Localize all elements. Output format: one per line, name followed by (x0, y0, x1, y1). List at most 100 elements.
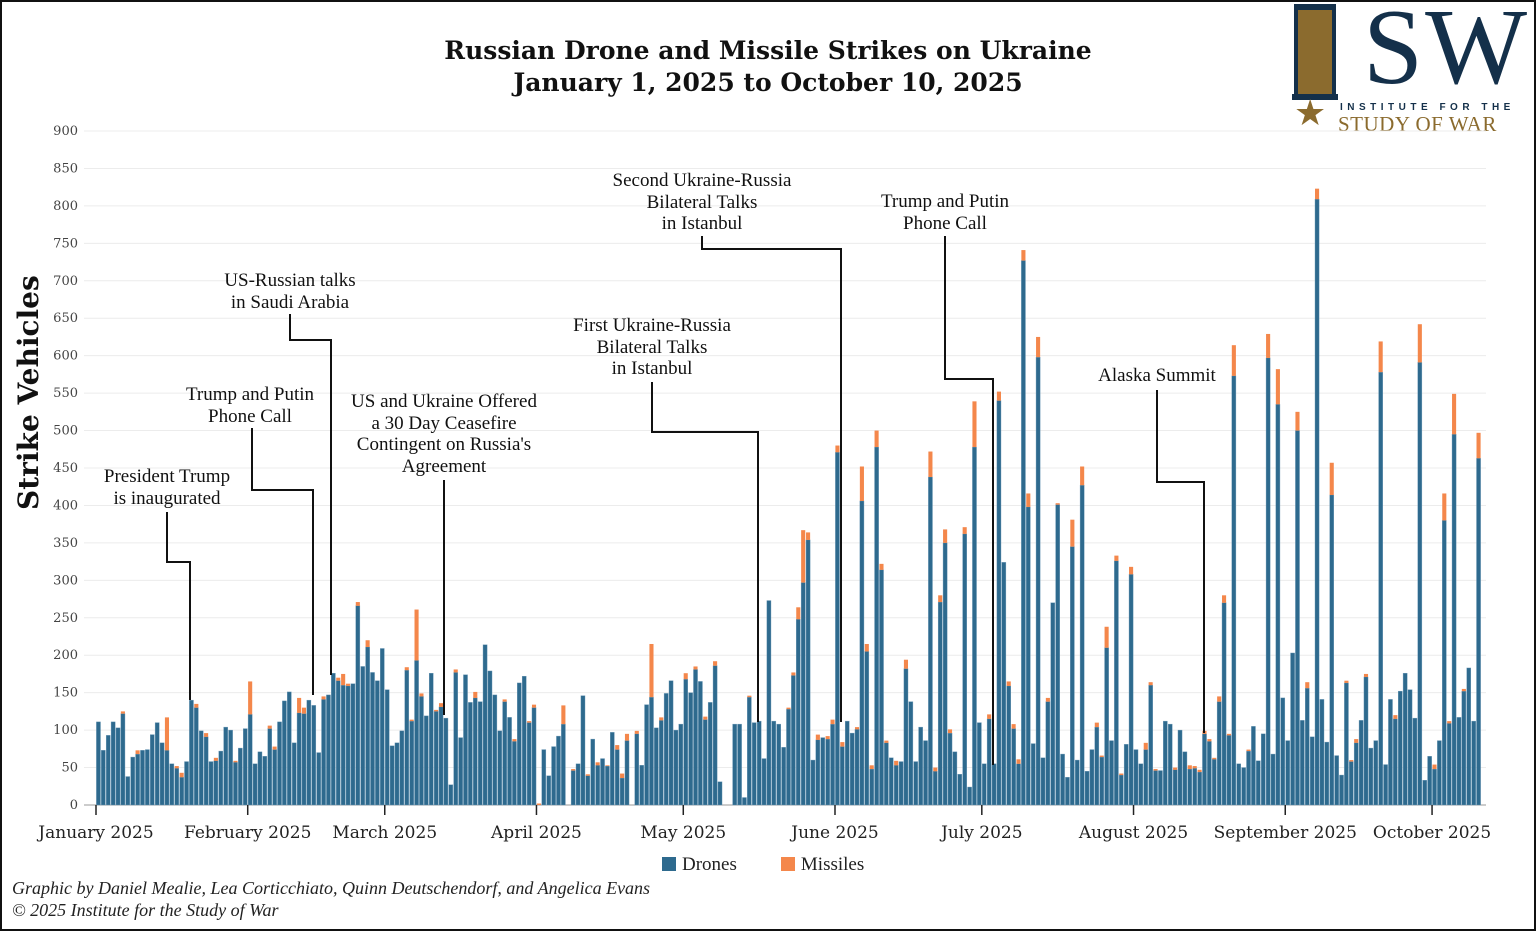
missile-bar (683, 673, 688, 680)
missile-bar (1363, 673, 1369, 677)
missile-bar (1197, 769, 1202, 773)
drone-bar (110, 721, 116, 806)
missile-bar (1129, 566, 1134, 575)
x-tick-label: April 2025 (490, 823, 582, 843)
drone-bar (238, 747, 243, 806)
y-tick-label: 50 (61, 761, 78, 776)
drone-bar (551, 746, 556, 806)
missile-bar (1080, 466, 1085, 486)
missile-bar (840, 742, 845, 747)
drone-bar (1074, 759, 1080, 806)
drone-bar (693, 669, 698, 806)
drone-bar (189, 699, 194, 806)
y-tick-label: 700 (53, 274, 78, 289)
annotation-text: in Saudi Arabia (230, 291, 350, 313)
drone-bar (942, 542, 948, 806)
drone-bar (277, 721, 282, 806)
missile-bar (355, 602, 360, 606)
drone-bar (732, 723, 737, 806)
drone-bar (433, 711, 439, 806)
missile-bar (1104, 626, 1109, 648)
drone-bar (311, 705, 317, 806)
drone-bar (962, 533, 967, 806)
drone-bar (595, 765, 600, 806)
missile-bar (1378, 341, 1383, 373)
legend: Drones Missiles (662, 854, 864, 875)
missile-bar (1212, 757, 1217, 760)
legend-item-missiles: Missiles (780, 854, 864, 875)
missile-bar (204, 733, 209, 737)
drone-bar (194, 707, 199, 806)
drone-bar (1001, 562, 1007, 806)
drone-bar (991, 763, 997, 806)
missile-bar (512, 739, 517, 742)
drone-bar (928, 476, 933, 806)
annotation-phone-call-jul: Trump and Putin Phone Call (881, 191, 1009, 234)
drone-bar (1207, 741, 1212, 806)
missile-bar (884, 740, 889, 743)
drone-bar (399, 730, 405, 806)
drone-bar (375, 680, 380, 806)
drone-bar (1236, 763, 1241, 806)
drone-bar (1324, 741, 1330, 806)
missile-bar (1148, 682, 1153, 686)
x-tick-label: February 2025 (184, 823, 311, 843)
missile-bar (879, 563, 884, 570)
drone-bar (120, 713, 126, 806)
missile-bar (987, 714, 992, 719)
missile-bar (434, 709, 439, 712)
missile-bar (786, 707, 791, 710)
drone-bar (208, 761, 214, 806)
drone-bar (174, 768, 179, 806)
drone-bar (1319, 699, 1325, 806)
missile-bar (605, 765, 610, 767)
missile-bar (1461, 688, 1466, 692)
logo-line1: INSTITUTE FOR THE (1340, 102, 1515, 113)
missile-bar (649, 643, 654, 698)
drone-bar (918, 726, 923, 806)
missile-bar (1153, 769, 1158, 771)
drone-bar (1241, 767, 1246, 806)
drone-bar (844, 720, 850, 806)
drone-bar (1079, 485, 1085, 806)
drone-bar (213, 760, 219, 806)
drone-bar (884, 742, 889, 806)
drone-bar (477, 701, 483, 806)
drone-bar (800, 582, 806, 806)
missile-bar (1094, 722, 1099, 728)
missile-bar (943, 529, 948, 543)
missile-bar (419, 693, 424, 697)
y-tick-label: 100 (53, 723, 78, 738)
missile-bar (585, 774, 590, 776)
drone-bar (982, 763, 987, 806)
drone-bar (903, 668, 909, 806)
drone-bar (257, 751, 263, 806)
drone-bar (389, 745, 395, 806)
drone-bar (835, 452, 840, 806)
drone-bar (105, 735, 111, 806)
drone-bar (1040, 757, 1046, 806)
drone-bar (1265, 357, 1271, 806)
drone-bar (556, 735, 561, 806)
missile-bar (164, 717, 170, 751)
drone-bar (1417, 362, 1423, 806)
drone-bar (996, 400, 1002, 806)
drone-bar (1021, 260, 1026, 806)
missile-bar (1295, 411, 1300, 431)
drone-bar (1466, 667, 1472, 806)
annotation-line-second-istanbul (701, 236, 842, 722)
annotation-first-istanbul: First Ukraine-Russia Bilateral Talks in Is… (573, 315, 731, 380)
missile-bar (1011, 724, 1016, 729)
drone-bar (1138, 763, 1144, 806)
missile-bar (854, 727, 860, 730)
logo-sw-letters: SW (1334, 0, 1529, 107)
drone-bar (1334, 755, 1339, 806)
drone-bar (742, 797, 747, 806)
annotation-text: Agreement (401, 455, 487, 477)
drone-bar (1231, 375, 1237, 806)
drone-bar (526, 722, 532, 806)
missile-bar (620, 773, 625, 779)
drone-bar (1388, 699, 1393, 806)
drone-bar (893, 765, 899, 806)
annotation-text: Trump and Putin (880, 191, 1010, 212)
